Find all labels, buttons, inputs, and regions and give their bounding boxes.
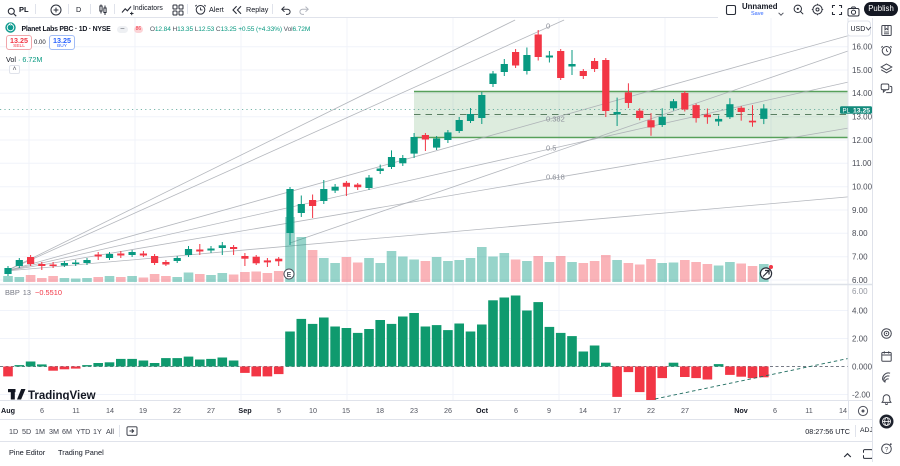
svg-text:0.5: 0.5 (546, 144, 556, 153)
svg-text:PL: PL (843, 108, 851, 114)
svg-text:7.00: 7.00 (852, 253, 868, 262)
svg-text:?: ? (885, 446, 889, 453)
svg-text:TradingView: TradingView (28, 390, 96, 400)
svg-text:0.382: 0.382 (546, 115, 565, 124)
svg-text:6.00: 6.00 (852, 287, 868, 296)
svg-text:13.25: 13.25 (853, 108, 870, 115)
svg-text:8.00: 8.00 (852, 229, 868, 238)
svg-text:0.0000: 0.0000 (852, 362, 872, 371)
svg-text:11.00: 11.00 (852, 159, 872, 168)
svg-text:14.00: 14.00 (852, 89, 872, 98)
svg-text:16.00: 16.00 (852, 43, 872, 52)
svg-text:-2.00: -2.00 (852, 390, 871, 399)
svg-text:15.00: 15.00 (852, 66, 872, 75)
svg-text:E: E (287, 272, 292, 279)
svg-text:2.00: 2.00 (852, 334, 868, 343)
svg-text:0.618: 0.618 (546, 173, 565, 182)
svg-text:12.00: 12.00 (852, 136, 872, 145)
svg-text:0: 0 (546, 22, 550, 31)
svg-text:10.00: 10.00 (852, 183, 872, 192)
svg-text:13.00: 13.00 (852, 113, 872, 122)
svg-text:4.00: 4.00 (852, 306, 868, 315)
svg-text:USD: USD (851, 26, 866, 33)
svg-text:9.00: 9.00 (852, 206, 868, 215)
svg-text:6.00: 6.00 (852, 276, 868, 285)
